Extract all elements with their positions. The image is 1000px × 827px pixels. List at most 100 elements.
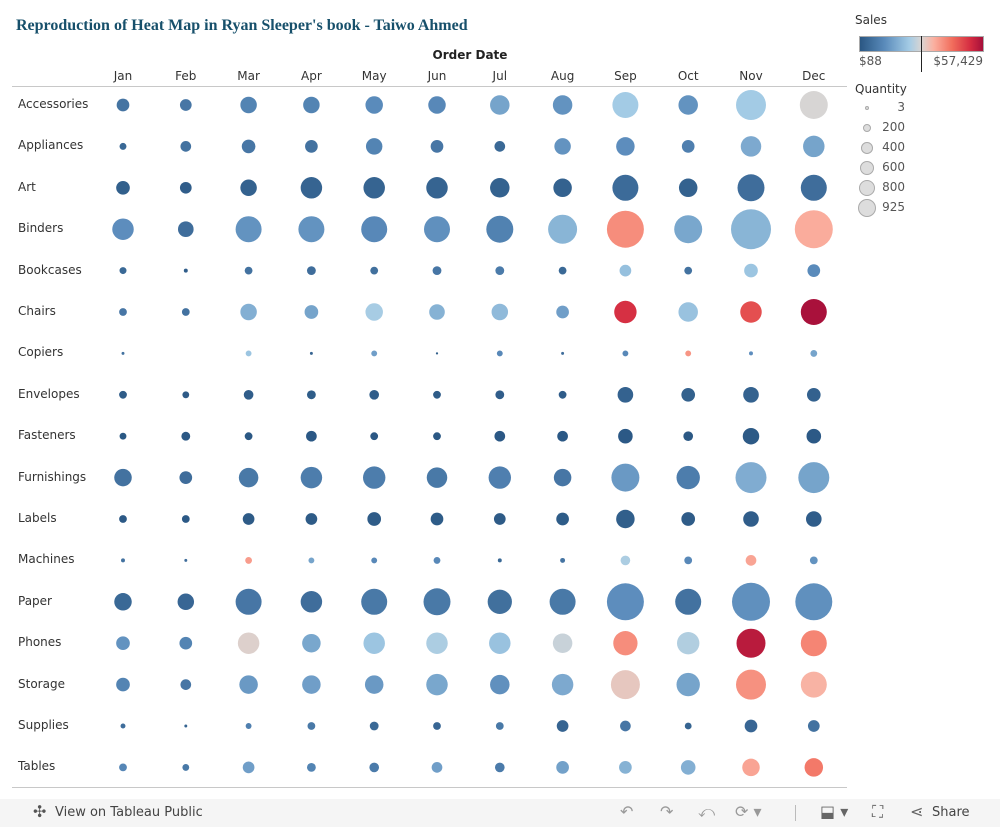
bubble-labels-feb[interactable] xyxy=(181,515,190,523)
bubble-tables-sep[interactable] xyxy=(619,761,632,774)
bubble-binders-apr[interactable] xyxy=(298,216,325,243)
bubble-appliances-jul[interactable] xyxy=(494,141,506,152)
bubble-paper-jul[interactable] xyxy=(487,589,512,614)
bubble-chairs-mar[interactable] xyxy=(240,303,257,321)
bubble-chairs-oct[interactable] xyxy=(678,302,698,322)
bubble-bookcases-dec[interactable] xyxy=(807,264,821,277)
bubble-furnishings-oct[interactable] xyxy=(676,465,700,490)
bubble-binders-may[interactable] xyxy=(361,216,388,243)
bubble-storage-jul[interactable] xyxy=(490,674,510,695)
bubble-labels-aug[interactable] xyxy=(556,512,569,526)
bubble-art-aug[interactable] xyxy=(553,178,572,198)
bubble-envelopes-aug[interactable] xyxy=(558,390,567,399)
bubble-appliances-oct[interactable] xyxy=(681,140,695,153)
bubble-art-jan[interactable] xyxy=(116,180,130,195)
bubble-tables-jul[interactable] xyxy=(494,762,505,773)
bubble-accessories-mar[interactable] xyxy=(240,96,257,114)
bubble-machines-apr[interactable] xyxy=(308,557,315,564)
bubble-bookcases-mar[interactable] xyxy=(244,266,253,275)
bubble-machines-sep[interactable] xyxy=(620,555,631,566)
bubble-tables-dec[interactable] xyxy=(804,758,824,777)
bubble-supplies-apr[interactable] xyxy=(307,722,316,730)
bubble-paper-oct[interactable] xyxy=(675,588,702,615)
bubble-furnishings-jun[interactable] xyxy=(426,467,448,488)
share-icon[interactable]: ⋖ xyxy=(910,802,924,821)
bubble-machines-aug[interactable] xyxy=(560,557,566,563)
bubble-appliances-jan[interactable] xyxy=(119,142,127,150)
bubble-binders-oct[interactable] xyxy=(674,215,703,244)
bubble-appliances-may[interactable] xyxy=(365,138,383,155)
bubble-machines-feb[interactable] xyxy=(184,558,188,562)
fullscreen-icon[interactable]: ⛶ xyxy=(872,802,884,821)
bubble-accessories-dec[interactable] xyxy=(799,91,828,119)
bubble-paper-nov[interactable] xyxy=(731,582,771,621)
view-on-tableau-public-link[interactable]: View on Tableau Public xyxy=(55,805,203,820)
bubble-chairs-jun[interactable] xyxy=(429,304,445,320)
bubble-machines-oct[interactable] xyxy=(684,556,693,565)
bubble-accessories-nov[interactable] xyxy=(736,90,766,120)
bubble-furnishings-may[interactable] xyxy=(363,466,386,489)
bubble-art-jul[interactable] xyxy=(490,178,510,198)
bubble-paper-aug[interactable] xyxy=(549,588,576,615)
bubble-furnishings-sep[interactable] xyxy=(611,463,640,492)
bubble-storage-feb[interactable] xyxy=(180,679,192,690)
bubble-copiers-sep[interactable] xyxy=(622,350,629,357)
undo-icon[interactable]: ↶ xyxy=(620,802,634,821)
bubble-copiers-dec[interactable] xyxy=(810,349,818,357)
bubble-envelopes-jul[interactable] xyxy=(495,390,505,400)
bubble-appliances-sep[interactable] xyxy=(616,137,635,156)
bubble-fasteners-dec[interactable] xyxy=(806,428,822,444)
bubble-art-sep[interactable] xyxy=(612,174,639,201)
bubble-bookcases-apr[interactable] xyxy=(306,266,316,276)
bubble-fasteners-feb[interactable] xyxy=(181,431,191,441)
bubble-bookcases-feb[interactable] xyxy=(183,268,188,273)
bubble-bookcases-aug[interactable] xyxy=(558,266,567,275)
bubble-art-dec[interactable] xyxy=(800,174,827,201)
bubble-paper-jan[interactable] xyxy=(114,593,132,611)
bubble-paper-may[interactable] xyxy=(361,588,388,615)
bubble-paper-dec[interactable] xyxy=(795,583,833,621)
bubble-furnishings-nov[interactable] xyxy=(735,462,767,494)
download-icon[interactable]: ⬓ ▾ xyxy=(820,802,849,821)
bubble-appliances-dec[interactable] xyxy=(803,135,825,158)
bubble-binders-sep[interactable] xyxy=(606,210,644,248)
bubble-phones-apr[interactable] xyxy=(302,633,321,653)
bubble-supplies-sep[interactable] xyxy=(620,720,631,732)
bubble-copiers-jan[interactable] xyxy=(121,351,125,355)
bubble-labels-jan[interactable] xyxy=(119,515,127,523)
bubble-tables-may[interactable] xyxy=(369,762,380,773)
bubble-machines-nov[interactable] xyxy=(745,555,757,566)
bubble-accessories-aug[interactable] xyxy=(552,95,573,115)
bubble-furnishings-feb[interactable] xyxy=(179,471,193,484)
bubble-furnishings-dec[interactable] xyxy=(798,462,830,494)
bubble-bookcases-oct[interactable] xyxy=(684,266,693,275)
bubble-phones-jan[interactable] xyxy=(116,636,130,651)
bubble-accessories-may[interactable] xyxy=(365,96,383,114)
bubble-art-oct[interactable] xyxy=(678,178,698,198)
bubble-supplies-feb[interactable] xyxy=(184,724,188,728)
bubble-machines-may[interactable] xyxy=(371,557,378,564)
bubble-furnishings-aug[interactable] xyxy=(553,468,572,487)
bubble-furnishings-jul[interactable] xyxy=(488,466,511,489)
bubble-appliances-feb[interactable] xyxy=(180,141,192,152)
bubble-envelopes-jun[interactable] xyxy=(433,390,441,399)
bubble-binders-jan[interactable] xyxy=(112,218,134,240)
bubble-storage-dec[interactable] xyxy=(800,671,827,698)
bubble-furnishings-jan[interactable] xyxy=(114,468,132,487)
bubble-storage-mar[interactable] xyxy=(239,675,258,694)
bubble-accessories-feb[interactable] xyxy=(179,99,192,111)
share-button[interactable]: Share xyxy=(932,805,970,820)
bubble-storage-apr[interactable] xyxy=(302,675,321,694)
bubble-chairs-sep[interactable] xyxy=(614,300,637,324)
bubble-labels-dec[interactable] xyxy=(805,511,822,527)
bubble-phones-jul[interactable] xyxy=(489,632,511,654)
bubble-accessories-oct[interactable] xyxy=(678,95,698,115)
bubble-storage-may[interactable] xyxy=(364,675,384,694)
bubble-labels-jul[interactable] xyxy=(493,513,506,525)
bubble-fasteners-jun[interactable] xyxy=(433,432,441,441)
bubble-fasteners-jul[interactable] xyxy=(494,430,506,442)
bubble-bookcases-jun[interactable] xyxy=(432,266,442,276)
bubble-fasteners-oct[interactable] xyxy=(683,431,694,442)
bubble-fasteners-sep[interactable] xyxy=(618,428,633,444)
bubble-paper-apr[interactable] xyxy=(300,591,323,613)
